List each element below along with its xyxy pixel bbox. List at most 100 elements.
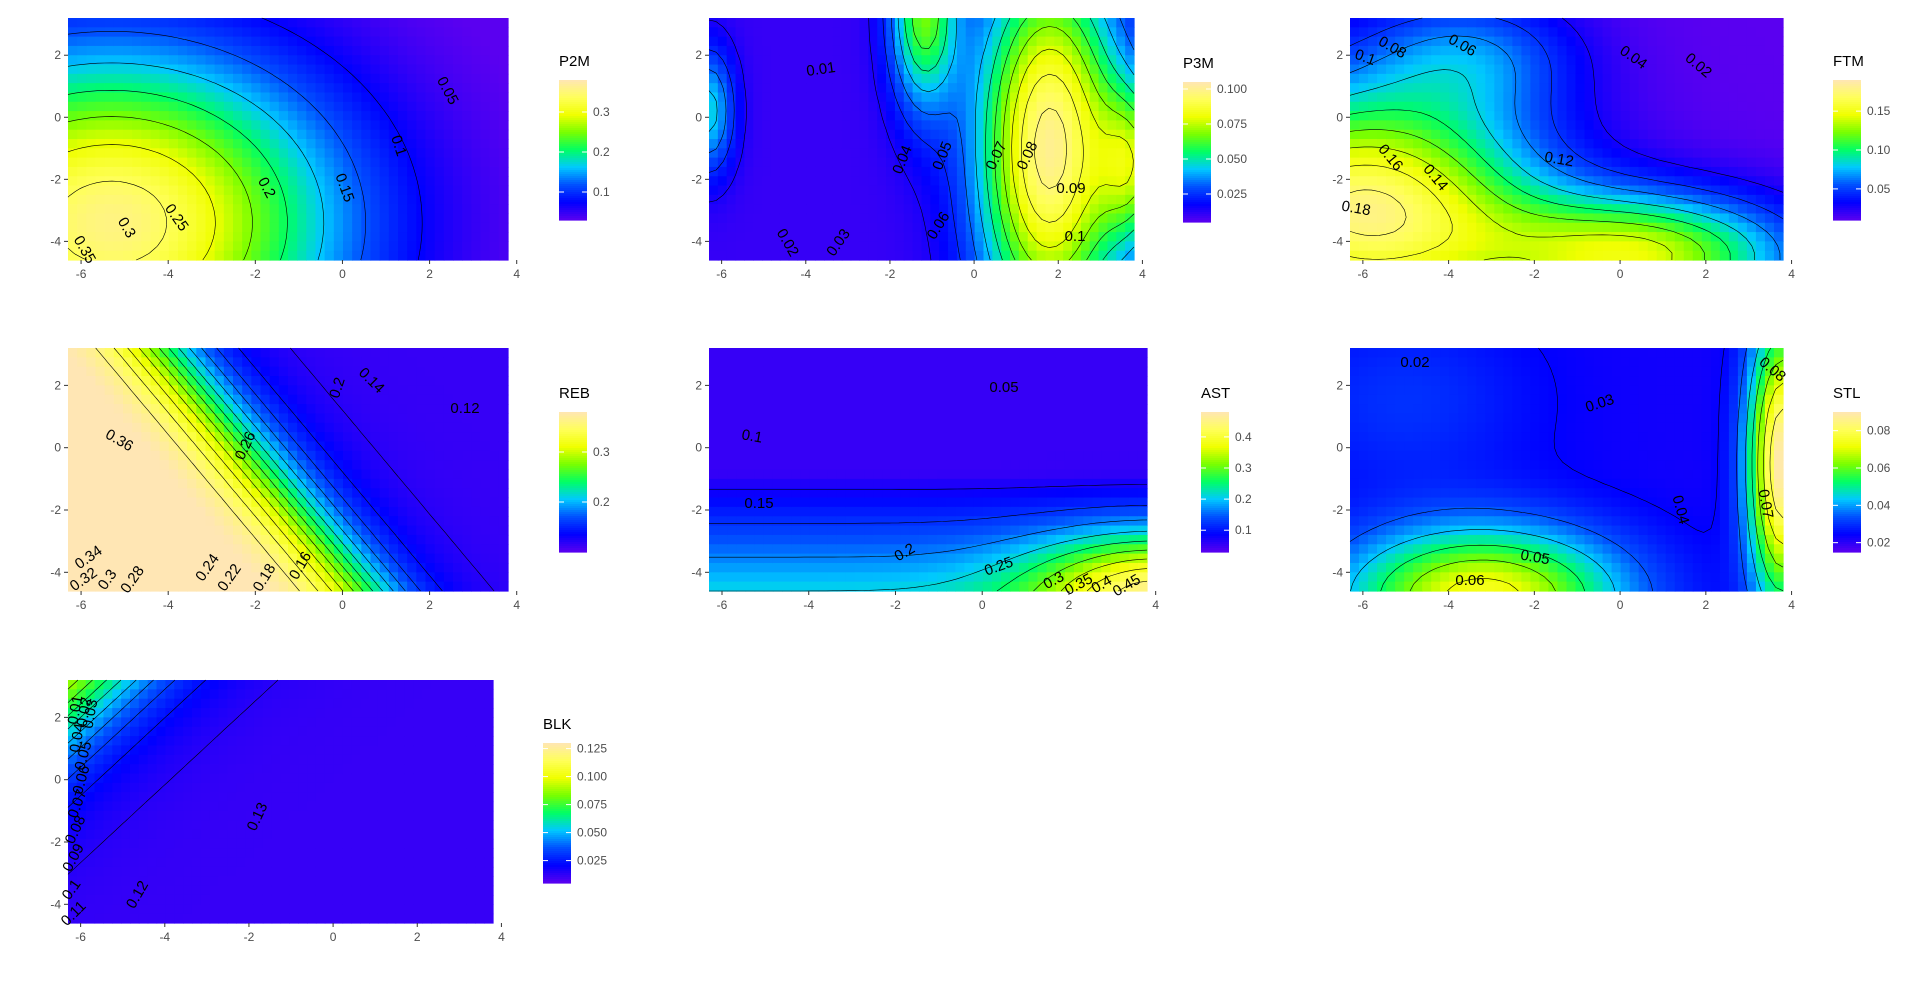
heat-cell <box>1010 194 1020 205</box>
heat-cell <box>1027 83 1038 94</box>
heat-cell <box>113 357 124 368</box>
heat-cell <box>141 92 152 103</box>
legend-color-step <box>1833 120 1861 123</box>
heat-cell <box>223 92 234 103</box>
heat-cell <box>77 581 87 592</box>
heat-cell <box>824 157 834 168</box>
heat-cell <box>168 83 179 94</box>
heat-cell <box>86 83 97 94</box>
heat-cell <box>278 357 289 368</box>
heat-cell <box>150 101 161 112</box>
heat-cell <box>744 111 754 121</box>
heat-cell <box>214 534 225 545</box>
heat-cell <box>1072 139 1082 149</box>
heat-cell <box>1098 222 1109 233</box>
heat-cell <box>370 232 381 242</box>
heat-cell <box>95 194 106 205</box>
heat-cell <box>443 176 454 187</box>
heat-cell <box>453 185 463 196</box>
heat-cell <box>150 534 161 545</box>
heat-cell <box>983 27 993 38</box>
heat-cell <box>453 27 463 38</box>
legend-color-step <box>559 216 587 219</box>
heat-cell <box>361 525 372 536</box>
heat-cell <box>315 413 326 424</box>
legend-color-step <box>1833 136 1861 139</box>
heat-cell <box>1638 176 1649 187</box>
heat-cell <box>1422 129 1432 140</box>
heat-cell <box>1063 213 1073 224</box>
heat-cell <box>841 73 852 84</box>
heat-cell <box>187 185 197 196</box>
heat-cell <box>1503 111 1513 121</box>
heat-cell <box>113 73 124 84</box>
heat-cell <box>859 120 869 131</box>
legend-color-step <box>1183 142 1211 145</box>
heat-cell <box>370 213 381 224</box>
heat-cell <box>1098 92 1109 103</box>
heat-cell <box>1494 166 1504 177</box>
heat-cell <box>1719 111 1730 121</box>
heat-cell <box>379 139 390 149</box>
heat-cell <box>1368 27 1378 38</box>
heat-cell <box>1548 157 1559 168</box>
heat-cell <box>1584 111 1595 121</box>
heat-cell <box>1027 120 1038 131</box>
heat-cell <box>1629 185 1640 196</box>
heat-cell <box>1125 148 1135 159</box>
heat-cell <box>214 213 225 224</box>
heat-cell <box>123 553 133 564</box>
heat-cell <box>1080 64 1091 75</box>
heat-cell <box>269 45 280 56</box>
heat-cell <box>398 92 408 103</box>
legend-color-step <box>1833 140 1861 143</box>
heat-cell <box>1476 148 1486 159</box>
heat-cell <box>903 213 914 224</box>
heat-cell <box>1449 222 1459 233</box>
heat-cell <box>1377 232 1387 242</box>
heat-cell <box>150 36 161 47</box>
heat-cell <box>974 176 985 187</box>
heat-cell <box>178 478 188 489</box>
heat-cell <box>242 36 252 47</box>
heat-cell <box>196 450 207 461</box>
heat-cell <box>956 250 967 261</box>
heat-cell <box>1089 92 1100 103</box>
heat-cell <box>104 450 115 461</box>
heat-cell <box>1737 250 1748 261</box>
heat-cell <box>416 129 427 140</box>
heat-cell <box>841 232 852 242</box>
heat-cell <box>196 129 207 140</box>
heat-cell <box>168 129 179 140</box>
heat-cell <box>1125 55 1135 66</box>
legend-color-step <box>1183 138 1211 141</box>
heat-cell <box>398 129 408 140</box>
heat-cell <box>1350 129 1360 140</box>
heat-cell <box>288 488 298 499</box>
heat-cell <box>1125 213 1135 224</box>
heat-cell <box>1656 55 1667 66</box>
heat-cell <box>260 166 271 177</box>
heat-cell <box>824 111 834 121</box>
heat-cell <box>343 404 353 415</box>
heat-cell <box>223 385 234 396</box>
heat-cell <box>489 157 500 168</box>
heat-cell <box>1674 92 1685 103</box>
heat-cell <box>806 27 816 38</box>
heat-cell <box>1764 176 1775 187</box>
heat-cell <box>123 394 133 405</box>
heat-cell <box>1395 213 1405 224</box>
heat-cell <box>242 404 252 415</box>
heat-cell <box>113 111 124 121</box>
heat-cell <box>983 222 993 233</box>
heat-cell <box>1575 83 1586 94</box>
heat-cell <box>1728 18 1739 28</box>
heat-cell <box>453 241 463 252</box>
heat-cell <box>1737 204 1748 215</box>
heat-cell <box>416 148 427 159</box>
heat-cell <box>214 404 225 415</box>
heat-cell <box>1773 83 1784 94</box>
heat-cell <box>770 176 781 187</box>
heat-cell <box>1125 250 1135 261</box>
